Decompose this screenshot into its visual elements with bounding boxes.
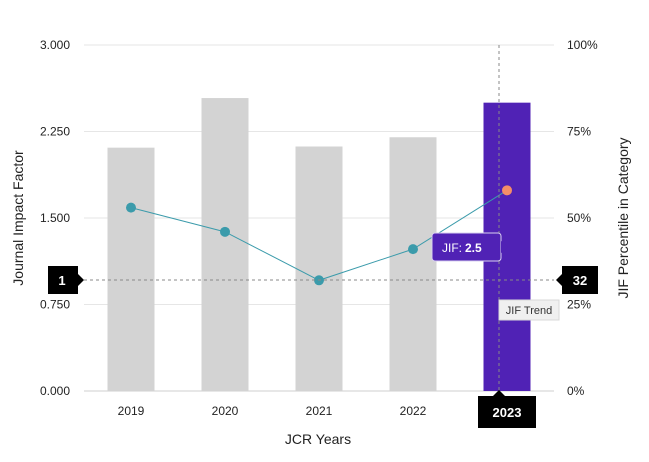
line-point	[220, 226, 230, 237]
crosshair-right-value: 32	[573, 273, 587, 288]
jif-tooltip: JIF: 2.5	[431, 232, 508, 262]
bar	[201, 98, 249, 391]
y-tick-label: 1.500	[40, 211, 70, 225]
tooltip-value: 2.5	[465, 241, 482, 255]
y-tick-label: 2.250	[40, 125, 70, 139]
line-point	[126, 202, 136, 213]
y2-tick-label: 25%	[567, 298, 591, 312]
tooltip-label: JIF:	[442, 241, 462, 255]
bar	[295, 146, 343, 391]
x-axis-title: JCR Years	[285, 431, 351, 447]
y2-tick-label: 100%	[567, 38, 598, 52]
crosshair-x-tag: 2023	[478, 390, 536, 428]
line-point-highlight	[502, 185, 512, 196]
x-tick-label: 2020	[212, 404, 239, 418]
y2-axis-title: JIF Percentile in Category	[615, 137, 631, 298]
crosshair-left-value: 1	[58, 273, 65, 288]
jif-trend-label: JIF Trend	[498, 299, 560, 321]
tooltip-text: JIF: 2.5	[442, 241, 482, 255]
x-tick-label: 2019	[118, 404, 145, 418]
y-axis-title: Journal Impact Factor	[10, 150, 26, 286]
bar	[389, 137, 437, 391]
crosshair-left-tag: 1	[48, 266, 84, 294]
y-tick-label: 0.750	[40, 298, 70, 312]
bar	[107, 147, 155, 391]
y2-tick-label: 0%	[567, 384, 585, 398]
x-tick-label: 2021	[306, 404, 333, 418]
trend-label-text: JIF Trend	[506, 305, 552, 317]
right-axis-ticks: 0% 25% 50% 75% 100%	[567, 38, 598, 398]
crosshair-x-value: 2023	[493, 405, 522, 420]
y-tick-label: 3.000	[40, 38, 70, 52]
x-tick-label: 2022	[400, 404, 427, 418]
y2-tick-label: 50%	[567, 211, 591, 225]
crosshair: 1 32 2023	[48, 45, 598, 428]
crosshair-right-tag: 32	[556, 266, 598, 294]
x-axis-ticks: 2019 2020 2021 2022	[118, 404, 427, 418]
y-tick-label: 0.000	[40, 384, 70, 398]
left-axis-ticks: 0.000 0.750 1.500 2.250 3.000	[40, 38, 70, 398]
line-point	[408, 244, 418, 255]
y2-tick-label: 75%	[567, 125, 591, 139]
